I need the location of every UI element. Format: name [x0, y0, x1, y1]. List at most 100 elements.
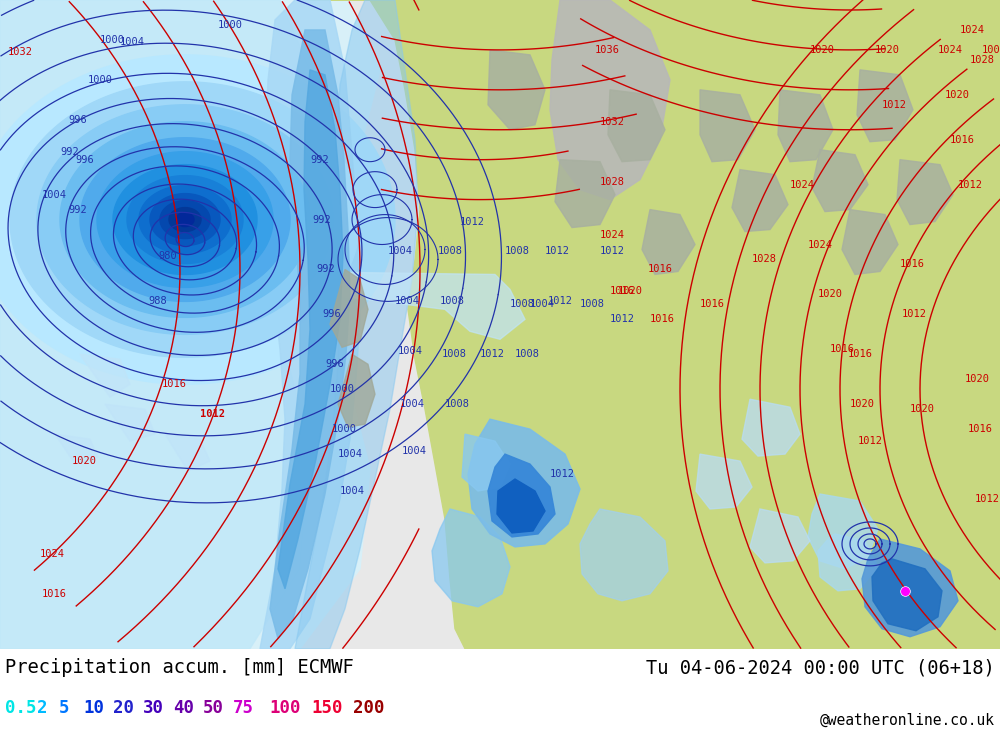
- Text: 50: 50: [203, 699, 224, 717]
- Text: 1016: 1016: [848, 350, 873, 359]
- Text: 1020: 1020: [965, 375, 990, 384]
- Text: 992: 992: [312, 215, 331, 224]
- Polygon shape: [310, 0, 1000, 649]
- Text: 1012: 1012: [548, 296, 573, 306]
- Text: 1008: 1008: [442, 350, 467, 359]
- Polygon shape: [97, 152, 273, 287]
- Polygon shape: [750, 509, 810, 563]
- Text: 1016: 1016: [648, 265, 673, 274]
- Polygon shape: [497, 479, 545, 533]
- Text: 1020: 1020: [850, 399, 875, 409]
- Text: 0.5: 0.5: [5, 699, 36, 717]
- Text: 1008: 1008: [580, 299, 605, 309]
- Polygon shape: [812, 150, 868, 212]
- Polygon shape: [80, 138, 290, 301]
- Text: 1028: 1028: [970, 55, 995, 65]
- Text: 1012: 1012: [958, 180, 983, 190]
- Polygon shape: [113, 165, 257, 274]
- Polygon shape: [37, 105, 333, 334]
- Text: 1000: 1000: [100, 35, 125, 45]
- Text: 1036: 1036: [595, 45, 620, 55]
- Polygon shape: [55, 434, 98, 464]
- Text: 1016: 1016: [42, 589, 67, 599]
- Text: 1004: 1004: [42, 190, 67, 199]
- Text: 1020: 1020: [910, 404, 935, 414]
- Polygon shape: [139, 185, 231, 254]
- Polygon shape: [580, 509, 668, 601]
- Polygon shape: [696, 454, 752, 509]
- Text: 200: 200: [353, 699, 384, 717]
- Polygon shape: [160, 201, 210, 238]
- Text: 1004: 1004: [402, 446, 427, 456]
- Polygon shape: [897, 160, 953, 224]
- Text: 1004: 1004: [120, 37, 145, 47]
- Text: 1004: 1004: [340, 486, 365, 496]
- Text: 1016: 1016: [610, 287, 635, 296]
- Text: 1020: 1020: [818, 290, 843, 299]
- Text: 1000: 1000: [332, 424, 357, 434]
- Polygon shape: [742, 399, 800, 456]
- Text: 2: 2: [37, 699, 48, 717]
- Polygon shape: [80, 354, 130, 397]
- Polygon shape: [165, 434, 210, 471]
- Text: 1016: 1016: [162, 379, 187, 389]
- Polygon shape: [0, 55, 395, 384]
- Polygon shape: [278, 70, 343, 589]
- Text: 1012: 1012: [550, 469, 575, 479]
- Text: 996: 996: [322, 309, 341, 320]
- Text: 996: 996: [325, 359, 344, 369]
- Text: 992: 992: [68, 205, 87, 215]
- Text: 1008: 1008: [515, 350, 540, 359]
- Polygon shape: [176, 213, 194, 226]
- Text: 40: 40: [173, 699, 194, 717]
- Text: 75: 75: [233, 699, 254, 717]
- Polygon shape: [150, 194, 220, 246]
- Text: 992: 992: [310, 155, 329, 165]
- Text: 30: 30: [143, 699, 164, 717]
- Polygon shape: [127, 176, 243, 263]
- Polygon shape: [555, 160, 615, 227]
- Text: 1000: 1000: [218, 20, 243, 30]
- Text: 1004: 1004: [338, 449, 363, 459]
- Polygon shape: [488, 454, 555, 537]
- Text: 1028: 1028: [600, 177, 625, 187]
- Text: 1024: 1024: [960, 25, 985, 35]
- Text: 1024: 1024: [938, 45, 963, 55]
- Polygon shape: [862, 539, 958, 637]
- Polygon shape: [0, 0, 310, 649]
- Polygon shape: [842, 210, 898, 274]
- Text: 1000: 1000: [330, 384, 355, 394]
- Text: 988: 988: [148, 296, 167, 306]
- Text: 1008: 1008: [445, 399, 470, 409]
- Text: 20: 20: [113, 699, 134, 717]
- Polygon shape: [330, 270, 368, 347]
- Polygon shape: [468, 419, 580, 547]
- Text: 1008: 1008: [438, 246, 463, 257]
- Text: 10: 10: [83, 699, 104, 717]
- Text: 1020: 1020: [810, 45, 835, 55]
- Text: 5: 5: [59, 699, 70, 717]
- Text: 996: 996: [68, 115, 87, 125]
- Text: 1004: 1004: [982, 45, 1000, 55]
- Text: 1024: 1024: [40, 549, 65, 559]
- Text: 1012: 1012: [200, 409, 225, 419]
- Text: 1000: 1000: [88, 75, 113, 85]
- Polygon shape: [295, 0, 418, 649]
- Text: 1004: 1004: [388, 246, 413, 257]
- Text: 1004: 1004: [400, 399, 425, 409]
- Polygon shape: [462, 434, 510, 491]
- Polygon shape: [270, 30, 350, 638]
- Polygon shape: [60, 122, 310, 317]
- Text: 1012: 1012: [902, 309, 927, 320]
- Polygon shape: [818, 534, 878, 591]
- Polygon shape: [338, 354, 375, 427]
- Polygon shape: [432, 509, 510, 607]
- Text: 1012: 1012: [545, 246, 570, 257]
- Polygon shape: [105, 404, 155, 441]
- Text: 1004: 1004: [395, 296, 420, 306]
- Polygon shape: [0, 0, 380, 649]
- Polygon shape: [642, 210, 695, 274]
- Text: 992: 992: [60, 147, 79, 157]
- Polygon shape: [872, 559, 942, 630]
- Polygon shape: [260, 0, 360, 649]
